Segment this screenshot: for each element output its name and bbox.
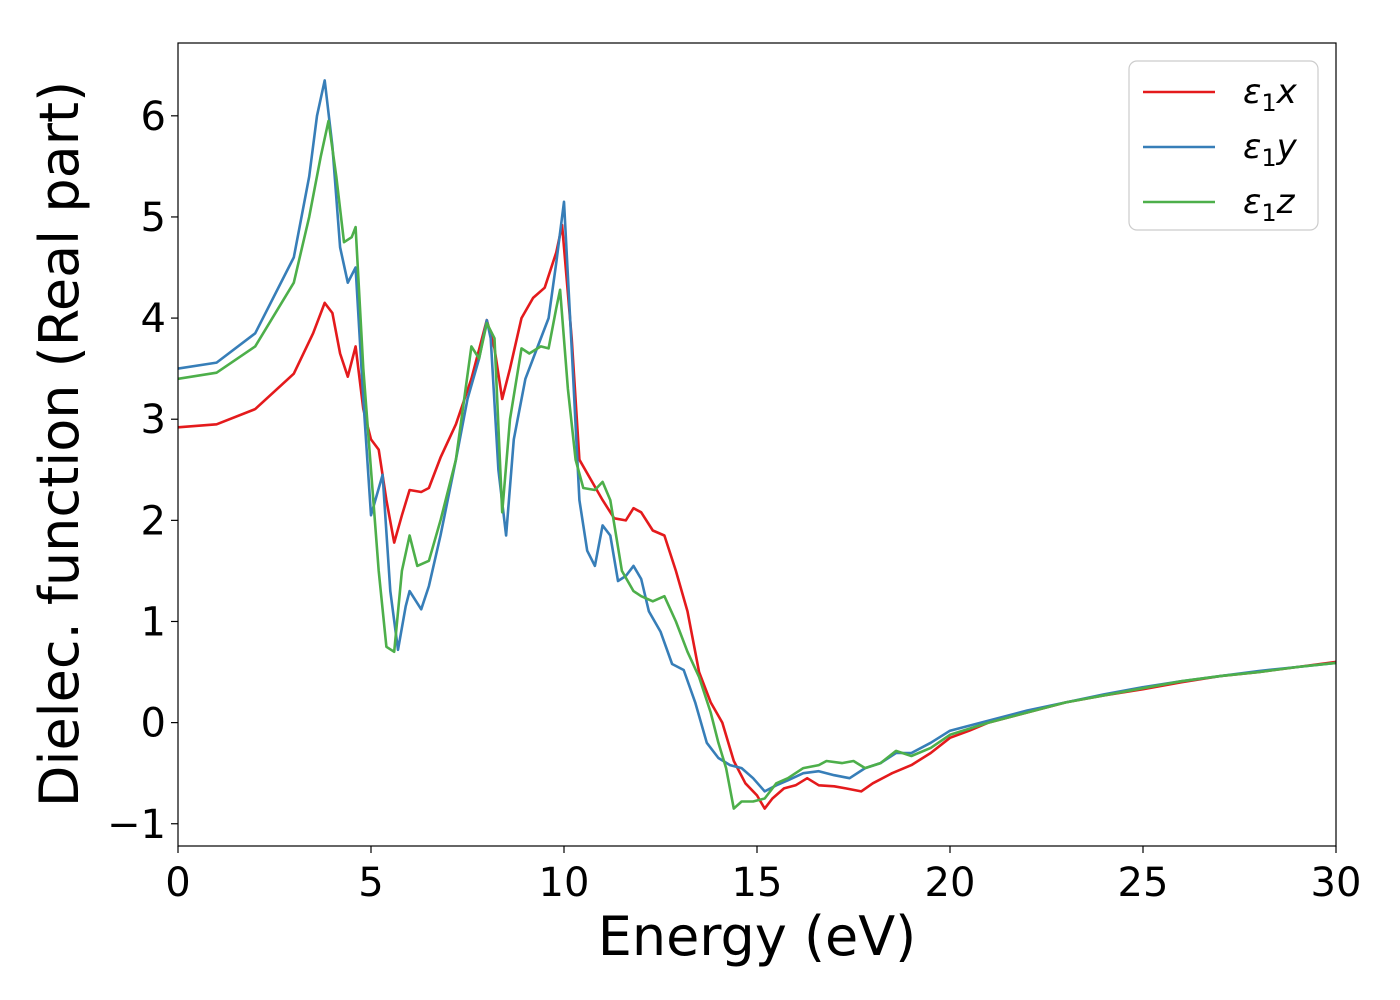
- legend-frame: [1128, 60, 1319, 231]
- legend-variable: y: [1276, 127, 1298, 167]
- legend-label-x: ε1x: [1243, 72, 1298, 117]
- x-tick-label: 25: [1118, 860, 1169, 906]
- y-axis-title: Dielec. function (Real part): [28, 81, 91, 807]
- legend-subscript: 1: [1261, 89, 1276, 117]
- y-axis-ticks: −1 0 1 2 3 4 5 6: [107, 94, 178, 848]
- legend-variable: x: [1276, 72, 1298, 112]
- legend-label-y: ε1y: [1243, 127, 1298, 172]
- x-axis-ticks: 0 5 10 15 20 25 30: [165, 846, 1361, 906]
- y-tick-label: 6: [141, 94, 166, 140]
- series-layer: [178, 79, 1336, 810]
- x-tick-label: 10: [539, 860, 590, 906]
- legend-symbol: ε: [1243, 72, 1261, 112]
- series-line-x: [178, 223, 1336, 810]
- legend-subscript: 1: [1261, 144, 1276, 172]
- y-tick-label: −1: [107, 802, 166, 848]
- legend-label-z: ε1z: [1243, 182, 1296, 227]
- x-tick-label: 5: [358, 860, 383, 906]
- legend-symbol: ε: [1243, 182, 1261, 222]
- x-tick-label: 0: [165, 860, 190, 906]
- y-tick-label: 0: [141, 701, 166, 747]
- legend-variable: z: [1276, 182, 1296, 222]
- series-line-z: [178, 119, 1336, 810]
- y-tick-label: 1: [141, 599, 166, 645]
- x-axis-title: Energy (eV): [598, 905, 917, 968]
- y-tick-label: 5: [141, 195, 166, 241]
- y-tick-label: 4: [141, 296, 166, 342]
- x-tick-label: 30: [1311, 860, 1362, 906]
- legend-subscript: 1: [1261, 199, 1276, 227]
- y-tick-label: 2: [141, 498, 166, 544]
- x-tick-label: 15: [732, 860, 783, 906]
- legend-symbol: ε: [1243, 127, 1261, 167]
- y-tick-label: 3: [141, 397, 166, 443]
- x-tick-label: 20: [925, 860, 976, 906]
